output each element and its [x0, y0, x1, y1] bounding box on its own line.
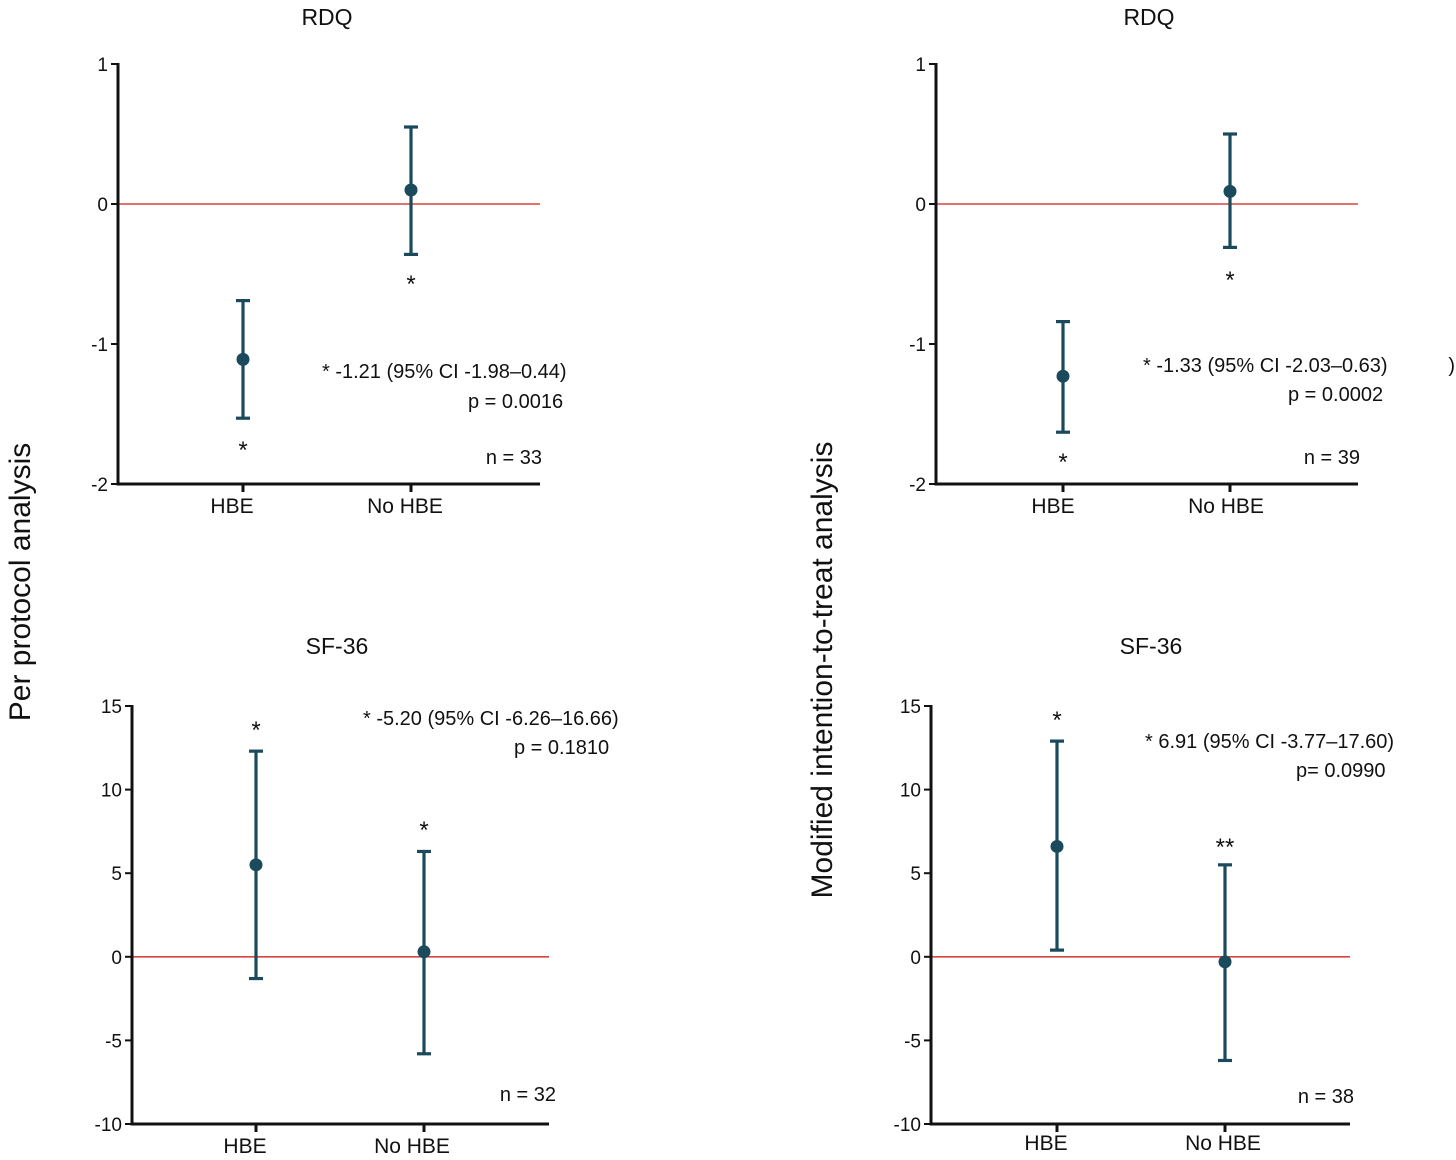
y-tick-label: 10 — [101, 781, 122, 802]
y-tick-label: 15 — [101, 697, 122, 718]
effect-estimate: * -1.33 (95% CI -2.03–0.63) — [1143, 355, 1388, 377]
x-tick-label: HBE — [210, 495, 253, 518]
y-tick-label: 0 — [111, 948, 122, 969]
p-value: p = 0.1810 — [514, 737, 609, 759]
data-point — [1218, 955, 1232, 969]
p-value: p= 0.0990 — [1296, 760, 1386, 782]
significance-star: * — [419, 817, 428, 844]
y-tick-label: 15 — [900, 697, 921, 718]
significance-star: * — [1225, 267, 1234, 294]
y-tick-label: 5 — [111, 864, 122, 885]
y-tick-label: 1 — [97, 55, 108, 76]
effect-estimate-paren: ) — [1448, 355, 1455, 377]
y-tick-label: -5 — [904, 1031, 921, 1052]
y-tick-label: 10 — [900, 781, 921, 802]
p-value: p = 0.0002 — [1288, 384, 1383, 406]
chart-pp-rdq: RDQ 1 0 -1 -2 HBE * No HBE * * -1.21 (95% CI -1.9… — [91, 4, 567, 518]
data-point — [249, 858, 263, 872]
p-value: p = 0.0016 — [468, 391, 563, 413]
x-tick-label: No HBE — [1185, 1132, 1261, 1155]
row-label-mitt: Modified intention-to-treat analysis — [806, 442, 839, 899]
data-point — [417, 945, 431, 959]
data-point — [404, 183, 418, 197]
data-point — [1050, 839, 1064, 853]
sample-size: n = 38 — [1298, 1086, 1354, 1108]
significance-star: * — [1052, 707, 1061, 734]
sample-size: n = 33 — [486, 447, 542, 469]
significance-star: * — [1058, 449, 1067, 476]
y-tick-label: -10 — [95, 1115, 122, 1136]
chart-title: SF-36 — [1120, 633, 1183, 659]
effect-estimate: * 6.91 (95% CI -3.77–17.60) — [1145, 731, 1394, 753]
chart-title: SF-36 — [306, 633, 369, 659]
data-point — [1056, 369, 1070, 383]
y-tick-label: -1 — [91, 335, 108, 356]
chart-title: RDQ — [301, 4, 352, 30]
y-tick-label: 1 — [915, 55, 926, 76]
y-tick-label: -2 — [91, 475, 108, 496]
chart-mitt-sf36: SF-36 15 10 5 0 -5 -10 HBE * No HBE ** * 6.91 (95% … — [894, 633, 1395, 1155]
y-tick-label: -2 — [909, 475, 926, 496]
x-tick-label: HBE — [1031, 495, 1074, 518]
y-tick-label: 0 — [915, 195, 926, 216]
data-point — [1223, 184, 1237, 198]
significance-star: * — [251, 717, 260, 744]
significance-star: ** — [1216, 834, 1235, 861]
y-tick-label: 5 — [910, 864, 921, 885]
y-tick-label: -1 — [909, 335, 926, 356]
chart-title: RDQ — [1123, 4, 1174, 30]
significance-star: * — [238, 437, 247, 464]
y-tick-label: -10 — [894, 1115, 921, 1136]
data-point — [236, 352, 250, 366]
sample-size: n = 39 — [1304, 447, 1360, 469]
x-tick-label: No HBE — [374, 1135, 450, 1158]
x-tick-label: No HBE — [367, 495, 443, 518]
chart-mitt-rdq: RDQ 1 0 -1 -2 HBE * No HBE * * -1.33 (95% CI -2.0… — [909, 4, 1455, 518]
y-tick-label: 0 — [910, 948, 921, 969]
significance-star: * — [406, 271, 415, 298]
x-tick-label: HBE — [223, 1135, 266, 1158]
y-tick-label: 0 — [97, 195, 108, 216]
x-tick-label: HBE — [1024, 1132, 1067, 1155]
sample-size: n = 32 — [500, 1084, 556, 1106]
chart-pp-sf36: SF-36 15 10 5 0 -5 -10 HBE * No HBE * * -5.20 (95% … — [95, 633, 619, 1158]
effect-estimate: * -1.21 (95% CI -1.98–0.44) — [322, 361, 567, 383]
row-label-per-protocol: Per protocol analysis — [4, 443, 37, 721]
x-tick-label: No HBE — [1188, 495, 1264, 518]
effect-estimate: * -5.20 (95% CI -6.26–16.66) — [363, 708, 619, 730]
y-tick-label: -5 — [105, 1031, 122, 1052]
